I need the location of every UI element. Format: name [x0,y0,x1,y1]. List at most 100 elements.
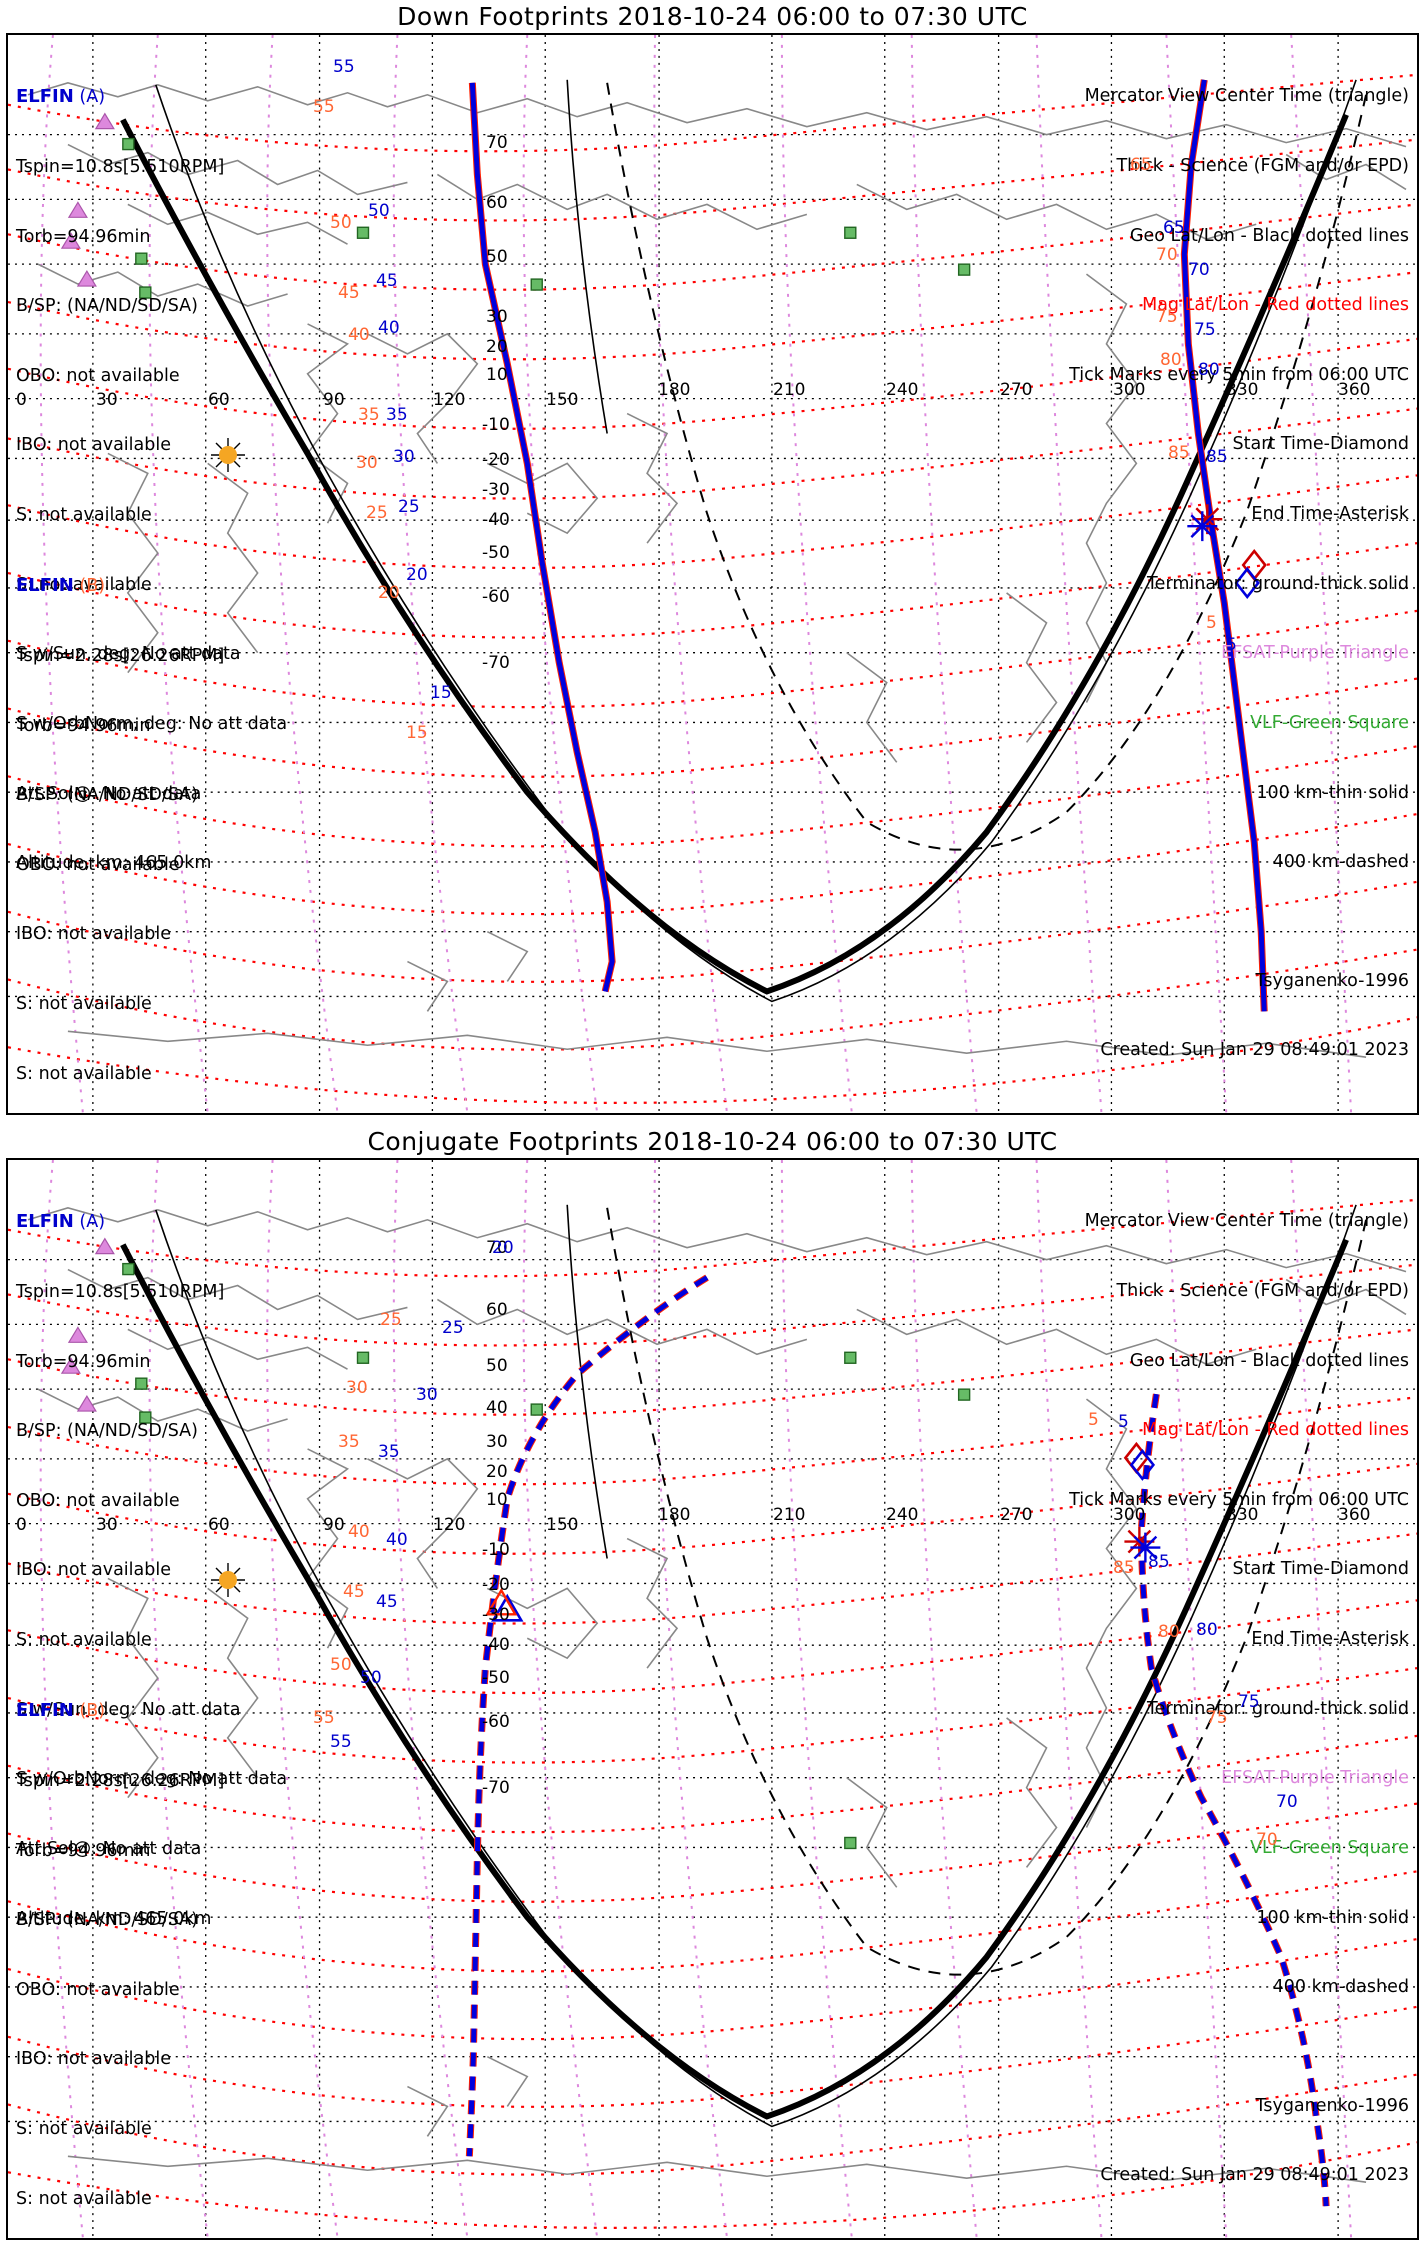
legend2-item-4: Tick Marks every 5min from 06:00 UTC [1069,1489,1409,1510]
lat-tick-20: 20 [486,337,508,357]
legend2-item-2: Geo Lat/Lon - Black dotted lines [1129,1350,1409,1371]
map-area-2: ELFIN (A) Tspin=10.8s[5.510RPM] Torb=94.… [8,1160,1417,2238]
lat2-tick-40: 40 [486,1398,508,1418]
legend-item-10: 100 km-thin solid [1256,782,1409,803]
legend-item-2: Geo Lat/Lon - Black dotted lines [1129,225,1409,246]
elfin-b2-line-2: B/SP: (NA/ND/SD/SA) [16,1910,198,1931]
elfin-a-name: ELFIN [16,86,74,108]
elfin-b-header-2: ELFIN (B) [16,1699,287,1723]
orbit-b-label-85: 85 [1206,447,1228,467]
lat-tick-m10: -10 [482,415,510,435]
efsat-purple-triangle [60,112,115,287]
elfin-b2-line-0: Tspin=2.28s[26.26RPM] [16,1771,225,1792]
elfin-b-info-block-2: ELFIN (B) Tspin=2.28s[26.26RPM] Torb=94.… [16,1653,287,2238]
lat-tick-30: 30 [486,307,508,327]
lat2-tick-m40: -40 [482,1635,510,1655]
view-center-time-triangle-red [485,1588,518,1616]
legend-item-1: Thick - Science (FGM and/or EPD) [1116,156,1409,177]
lon-tick-300: 300 [1113,380,1146,400]
lon2-tick-120: 120 [433,1515,466,1535]
mag-a-label-50: 50 [330,213,352,233]
lon2-tick-0: 0 [16,1515,27,1535]
orbit-a-label-55: 55 [333,57,355,77]
orbit-a-label-20: 20 [406,565,428,585]
legend-item-9: VLF-Green Square [1250,712,1409,733]
orbit-b-label-5: 5 [1226,635,1237,655]
map-frame: ELFIN (A) Tspin=10.8s[5.510RPM] Torb=94.… [6,33,1419,1115]
lon-tick-360: 360 [1338,380,1371,400]
elfin-b-line-6: S: not available [16,1063,152,1084]
coastlines [27,81,1407,1058]
lat2-tick-m70: -70 [482,1778,510,1798]
mag-b-label-65: 65 [1130,155,1152,175]
elfin-a-name-2: ELFIN [16,1211,74,1233]
lat-tick-m40: -40 [482,510,510,530]
orbit-b-label-80: 80 [1198,360,1220,380]
lon2-tick-300: 300 [1113,1505,1146,1525]
legend2-item-1: Thick - Science (FGM and/or EPD) [1116,1281,1409,1302]
orbit-b-label-75: 75 [1194,320,1216,340]
lat2-tick-70: 70 [486,1238,508,1258]
elfin-a2-line-7: S w/OrbNorm, deg: No att data [16,1769,288,1790]
orbit-a-label-50: 50 [368,201,390,221]
elfin-a-sat: (A) [79,87,106,108]
elfin-b-line-2: B/SP: (NA/ND/SD/SA) [16,785,198,806]
lon2-tick-60: 60 [208,1515,230,1535]
lon2-tick-360: 360 [1338,1505,1371,1525]
legend2-item-9: VLF-Green Square [1250,1837,1409,1858]
elfin-b-line-5: S: not available [16,994,152,1015]
conj-a-label-40: 40 [386,1530,408,1550]
legend2-item-8: EFSAT-Purple Triangle [1221,1768,1409,1789]
mag-b-label-80: 80 [1160,350,1182,370]
elfin-a-line-5: S: not available [16,505,152,526]
lat2-tick-m30: -30 [482,1605,510,1625]
efsat-purple-triangle-2 [60,1237,115,1412]
mag-lat-lines-2 [8,1198,1417,2229]
lat2-tick-20: 20 [486,1462,508,1482]
footer-model: Tsyganenko-1996 [1255,970,1409,991]
lon-tick-180: 180 [658,380,691,400]
lon2-tick-240: 240 [886,1505,919,1525]
mag-a-label-15: 15 [406,723,428,743]
mag-a-label-45: 45 [338,283,360,303]
legend-item-4: Tick Marks every 5min from 06:00 UTC [1069,364,1409,385]
map-graphics [8,35,1417,1113]
mag-a-label-30: 30 [356,453,378,473]
footer-created: Created: Sun Jan 29 08:49:01 2023 [1100,1040,1409,1061]
elfin-a-line-6: S: not available [16,574,152,595]
elfin-b-name: ELFIN [16,575,74,597]
elfin-b-sat-2: (B) [79,1701,106,1722]
conj-b-label-70: 70 [1276,1792,1298,1812]
orbit-a-label-40: 40 [378,318,400,338]
lon-tick-90: 90 [323,390,345,410]
legend-item-3: Mag Lat/Lon - Red dotted lines [1142,295,1409,316]
elfin-a2-line-1: Torb=94.96min [16,1351,151,1372]
orbit-a-label-45: 45 [376,271,398,291]
conj-b-label-80: 80 [1196,1620,1218,1640]
lon-tick-150: 150 [546,390,579,410]
legend-block: Mercator View Center Time (triangle) Thi… [1069,39,1409,921]
orbit-track-conj-elfin-b [1137,1393,1330,2207]
terminator-100km [155,79,1357,1003]
elfin-a-header-2: ELFIN (A) [16,1210,287,1234]
lon-tick-240: 240 [886,380,919,400]
elfin-b2-line-4: IBO: not available [16,2049,171,2070]
panel-conjugate-footprints: Conjugate Footprints 2018-10-24 06:00 to… [0,1125,1425,2250]
legend2-item-6: End Time-Asterisk [1251,1629,1409,1650]
panel-title-2: Conjugate Footprints 2018-10-24 06:00 to… [367,1127,1058,1156]
lon2-tick-180: 180 [658,1505,691,1525]
mag-a-label-25: 25 [366,503,388,523]
lon2-tick-210: 210 [773,1505,806,1525]
lat2-tick-m50: -50 [482,1668,510,1688]
lon-tick-120: 120 [433,390,466,410]
elfin-a-line-1: Torb=94.96min [16,226,151,247]
lat-tick-70: 70 [486,133,508,153]
mag2-a-label-45: 45 [343,1582,365,1602]
sun-icon [211,438,245,472]
elfin-a-sat-2: (A) [79,1212,106,1233]
elfin-b2-line-1: Torb=94.96min [16,1840,151,1861]
legend2-item-5: Start Time-Diamond [1232,1559,1409,1580]
mag2-b-label-70: 70 [1256,1830,1278,1850]
elfin-a-line-2: B/SP: (NA/ND/SD/SA) [16,296,198,317]
elfin-a-line-0: Tspin=10.8s[5.510RPM] [16,157,225,178]
